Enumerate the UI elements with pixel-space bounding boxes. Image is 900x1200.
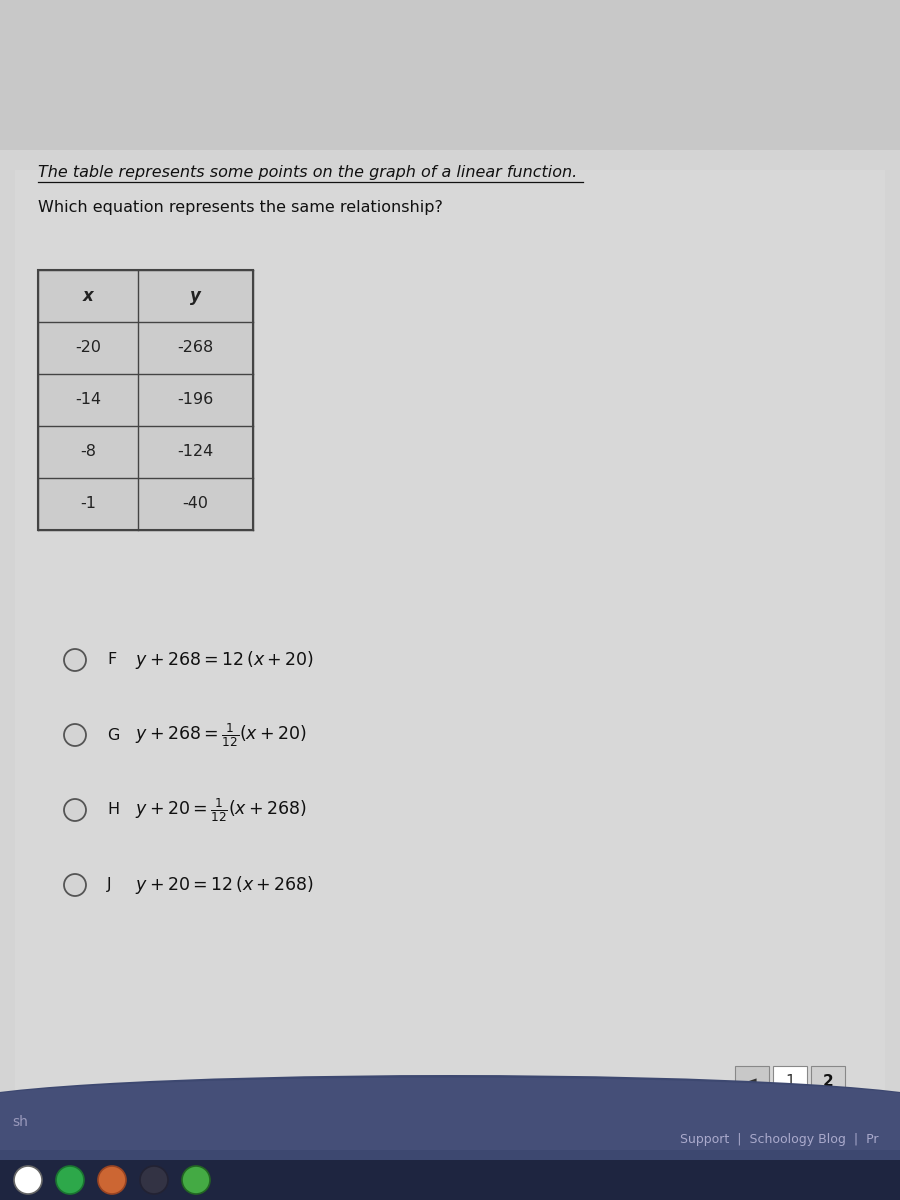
Circle shape <box>56 1166 84 1194</box>
FancyBboxPatch shape <box>15 170 885 1110</box>
Text: Support  |  Schoology Blog  |  Pr: Support | Schoology Blog | Pr <box>680 1134 878 1146</box>
FancyBboxPatch shape <box>0 1105 900 1150</box>
Text: The table represents some points on the graph of a linear function.: The table represents some points on the … <box>38 164 577 180</box>
Text: -20: -20 <box>75 341 101 355</box>
FancyBboxPatch shape <box>38 270 253 530</box>
Text: $y + 268 = \frac{1}{12}(x + 20)$: $y + 268 = \frac{1}{12}(x + 20)$ <box>135 721 307 749</box>
Text: y: y <box>190 287 201 305</box>
FancyBboxPatch shape <box>0 1160 900 1200</box>
Circle shape <box>64 799 86 821</box>
Text: $y + 20 = 12\,(x + 268)$: $y + 20 = 12\,(x + 268)$ <box>135 874 314 896</box>
Text: $y + 268 = 12\,(x + 20)$: $y + 268 = 12\,(x + 20)$ <box>135 649 314 671</box>
FancyBboxPatch shape <box>0 150 900 1120</box>
Circle shape <box>64 874 86 896</box>
Text: 1: 1 <box>785 1074 795 1090</box>
Text: H: H <box>107 803 119 817</box>
Text: Which equation represents the same relationship?: Which equation represents the same relat… <box>38 200 443 215</box>
Text: -40: -40 <box>183 497 209 511</box>
FancyBboxPatch shape <box>735 1066 769 1098</box>
FancyBboxPatch shape <box>773 1066 807 1098</box>
Ellipse shape <box>0 1078 900 1133</box>
Text: -8: -8 <box>80 444 96 460</box>
Circle shape <box>98 1166 126 1194</box>
Circle shape <box>14 1166 42 1194</box>
Text: -196: -196 <box>177 392 213 408</box>
Text: $y + 20 = \frac{1}{12}(x + 268)$: $y + 20 = \frac{1}{12}(x + 268)$ <box>135 796 307 824</box>
FancyBboxPatch shape <box>811 1066 845 1098</box>
Text: J: J <box>107 877 112 893</box>
Text: ◄: ◄ <box>747 1075 757 1088</box>
Text: -14: -14 <box>75 392 101 408</box>
Circle shape <box>182 1166 210 1194</box>
FancyBboxPatch shape <box>0 1105 900 1200</box>
Circle shape <box>140 1166 168 1194</box>
Circle shape <box>64 649 86 671</box>
Text: G: G <box>107 727 120 743</box>
Text: -124: -124 <box>177 444 213 460</box>
Circle shape <box>64 724 86 746</box>
Text: x: x <box>83 287 94 305</box>
Text: -1: -1 <box>80 497 96 511</box>
Text: 2: 2 <box>823 1074 833 1090</box>
Text: F: F <box>107 653 116 667</box>
Text: -268: -268 <box>177 341 213 355</box>
Text: sh: sh <box>12 1115 28 1129</box>
Ellipse shape <box>0 1075 900 1135</box>
